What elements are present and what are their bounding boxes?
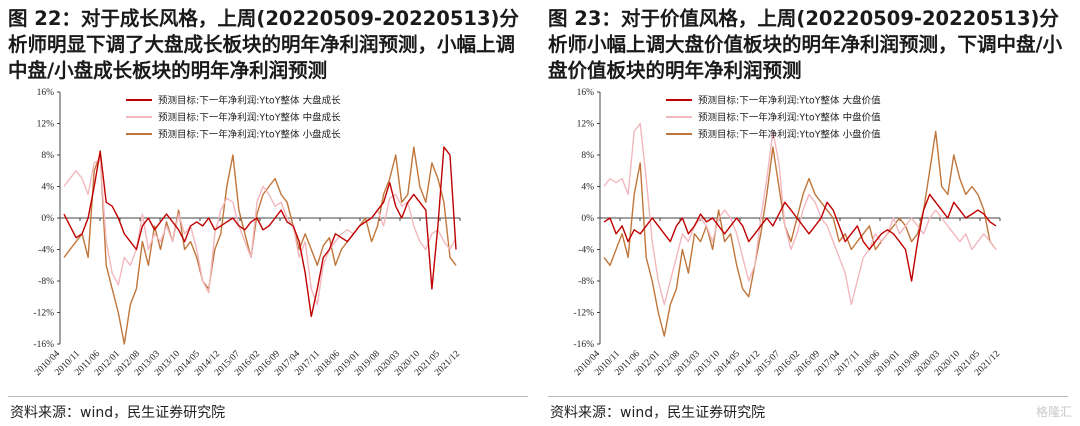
series-line-2 [603,130,997,337]
series-line-0 [63,146,457,318]
y-tick-label: 16% [37,88,55,98]
y-tick-label: -4% [578,246,594,256]
y-tick-label: 8% [41,151,54,161]
panel-value: 图 23：对于价值风格，上周(20220509-20220513)分析师小幅上调… [548,0,1074,426]
y-tick-label: 4% [41,183,54,193]
legend-label: 预测目标:下一年净利润:YtoY整体 小盘成长 [158,129,341,141]
source-note: 资料来源：wind，民生证券研究院 [10,405,226,421]
legend-label: 预测目标:下一年净利润:YtoY整体 中盘成长 [158,112,341,124]
y-tick-label: 12% [37,120,55,130]
legend-label: 预测目标:下一年净利润:YtoY整体 大盘价值 [698,95,881,107]
y-tick-label: -16% [33,340,54,350]
y-tick-label: 8% [581,151,594,161]
y-tick-label: 12% [577,120,595,130]
series-line-0 [603,193,997,282]
y-tick-label: -12% [573,309,594,319]
panel-large-growth: 图 22：对于成长风格，上周(20220509-20220513)分析师明显下调… [8,0,534,426]
legend-label: 预测目标:下一年净利润:YtoY整体 小盘价值 [698,129,881,141]
watermark-logo: 格隆汇 [1035,405,1072,419]
y-tick-label: -8% [578,277,594,287]
y-tick-label: 0% [581,214,594,224]
y-tick-label: 0% [41,214,54,224]
source-divider [8,396,528,397]
line-chart: 16%12%8%4%0%-4%-8%-12%-16%2010/042010/11… [573,88,1002,378]
y-tick-label: -12% [33,309,54,319]
source-note: 资料来源：wind，民生证券研究院 [550,405,766,421]
series-line-1 [63,158,457,306]
y-tick-label: -16% [573,340,594,350]
y-tick-label: 4% [581,183,594,193]
source-divider [548,396,1068,397]
series-line-2 [63,146,457,345]
legend-label: 预测目标:下一年净利润:YtoY整体 中盘价值 [698,112,881,124]
figure-title: 图 22：对于成长风格，上周(20220509-20220513)分析师明显下调… [8,7,519,82]
legend-label: 预测目标:下一年净利润:YtoY整体 大盘成长 [158,95,341,107]
y-tick-label: 16% [577,88,595,98]
figure-title: 图 23：对于价值风格，上周(20220509-20220513)分析师小幅上调… [548,7,1063,82]
line-chart: 16%12%8%4%0%-4%-8%-12%-16%2010/042010/11… [33,88,462,378]
y-tick-label: -4% [38,246,54,256]
y-tick-label: -8% [38,277,54,287]
